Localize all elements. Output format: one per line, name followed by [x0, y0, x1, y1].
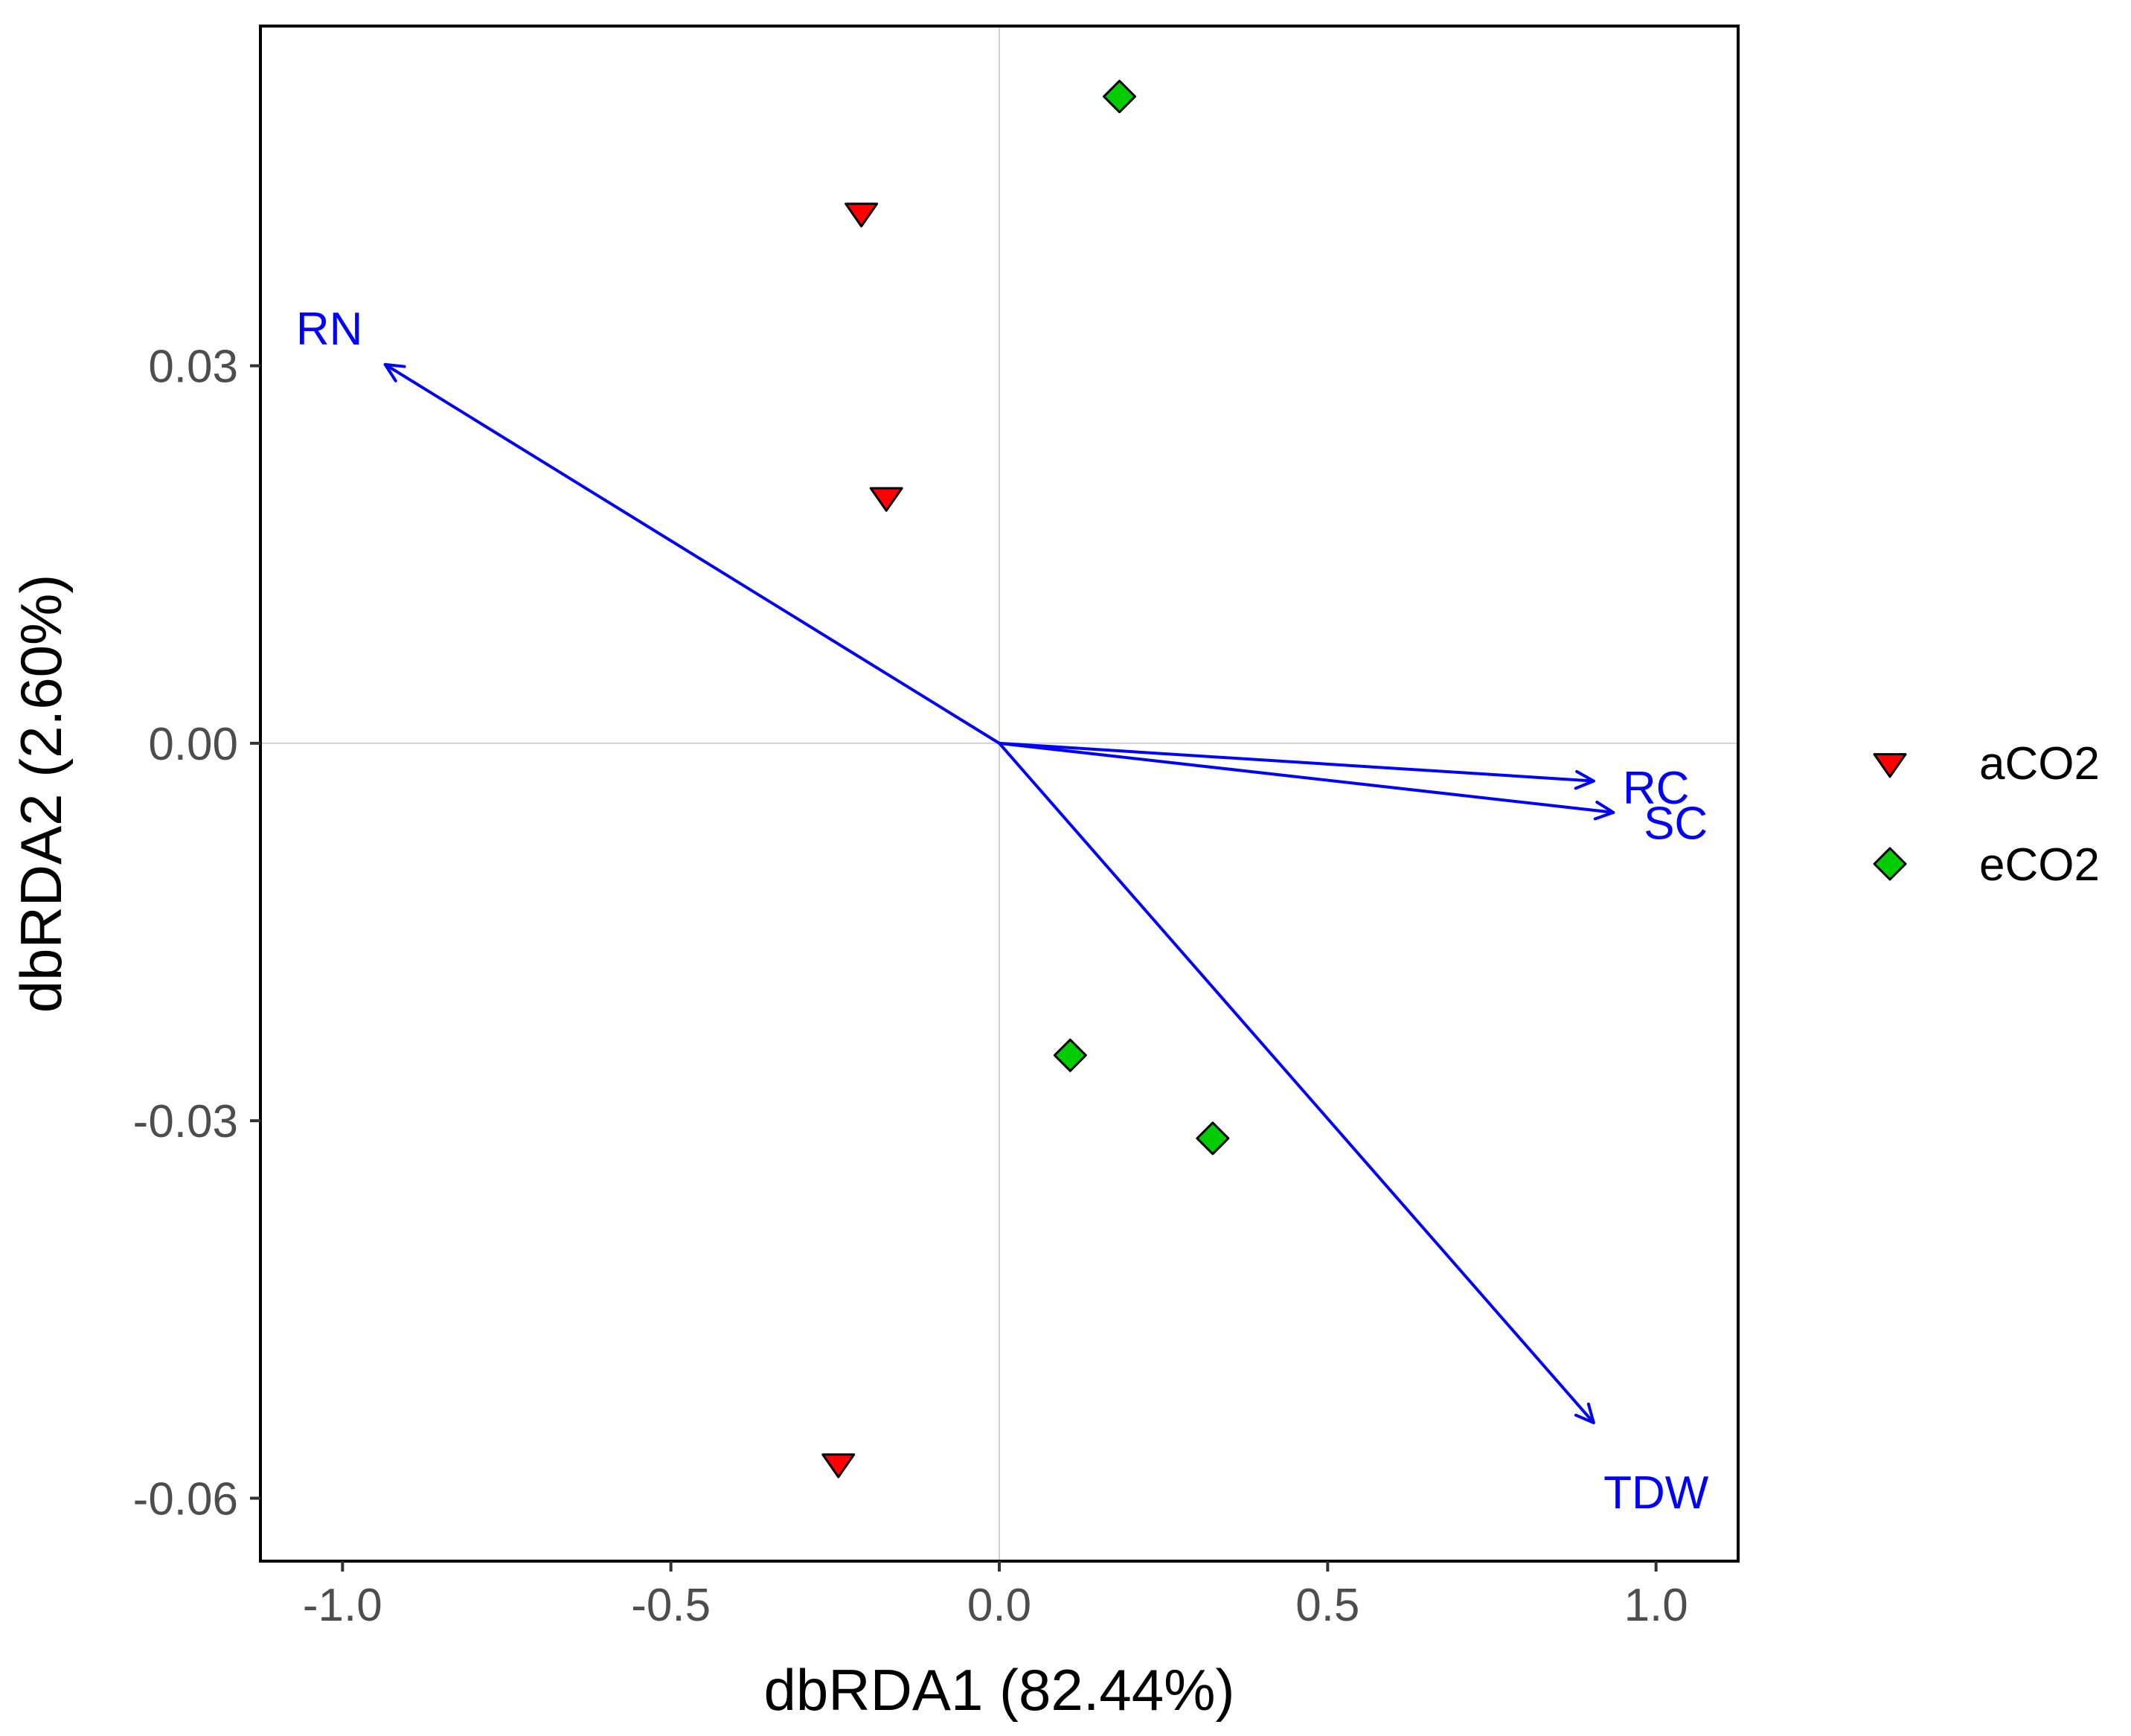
points-layer [821, 80, 1230, 1479]
y-tick-label: 0.00 [148, 719, 238, 770]
point-eco2 [1103, 80, 1137, 114]
arrow-label-tdw: TDW [1603, 1467, 1709, 1519]
arrow-tdw-head [1574, 1402, 1595, 1424]
y-axis-title: dbRDA2 (2.60%) [8, 574, 74, 1013]
x-tick-label: -0.5 [631, 1580, 711, 1631]
arrow-label-sc: SC [1644, 798, 1708, 849]
arrow-rn-line [383, 362, 1001, 745]
point-aco2 [869, 487, 903, 512]
x-tick-label: -1.0 [303, 1580, 382, 1631]
arrow-sc-head [1593, 801, 1615, 821]
x-axis: -1.0 -0.5 0.0 0.5 1.0 [303, 1561, 1688, 1631]
x-tick-label: 1.0 [1624, 1580, 1688, 1631]
y-tick-label: 0.03 [148, 342, 238, 393]
y-tick-label: -0.06 [133, 1473, 238, 1525]
arrow-sc-line [998, 741, 1615, 814]
x-tick-label: 0.0 [967, 1580, 1031, 1631]
arrow-label-rn: RN [296, 304, 363, 355]
x-tick-label: 0.5 [1295, 1580, 1359, 1631]
arrow-rc-line [998, 741, 1595, 783]
arrow-rc-head [1574, 769, 1595, 790]
legend-key-eco2 [1873, 847, 1907, 881]
y-axis: 0.03 0.00 -0.03 -0.06 [133, 342, 260, 1525]
legend-key-aco2 [1873, 753, 1907, 778]
legend: aCO2 eCO2 [1873, 738, 2100, 891]
legend-label-aco2: aCO2 [1979, 738, 2100, 789]
point-aco2 [845, 202, 879, 228]
arrow-rn-head [383, 362, 406, 382]
y-tick-label: -0.03 [133, 1096, 238, 1147]
point-eco2 [1053, 1038, 1087, 1072]
legend-label-eco2: eCO2 [1979, 839, 2100, 891]
arrow-tdw-line [998, 741, 1595, 1424]
arrow-label-rc: RC [1623, 763, 1690, 814]
point-eco2 [1196, 1121, 1230, 1156]
x-axis-title: dbRDA1 (82.44%) [764, 1657, 1235, 1723]
point-aco2 [821, 1453, 856, 1479]
